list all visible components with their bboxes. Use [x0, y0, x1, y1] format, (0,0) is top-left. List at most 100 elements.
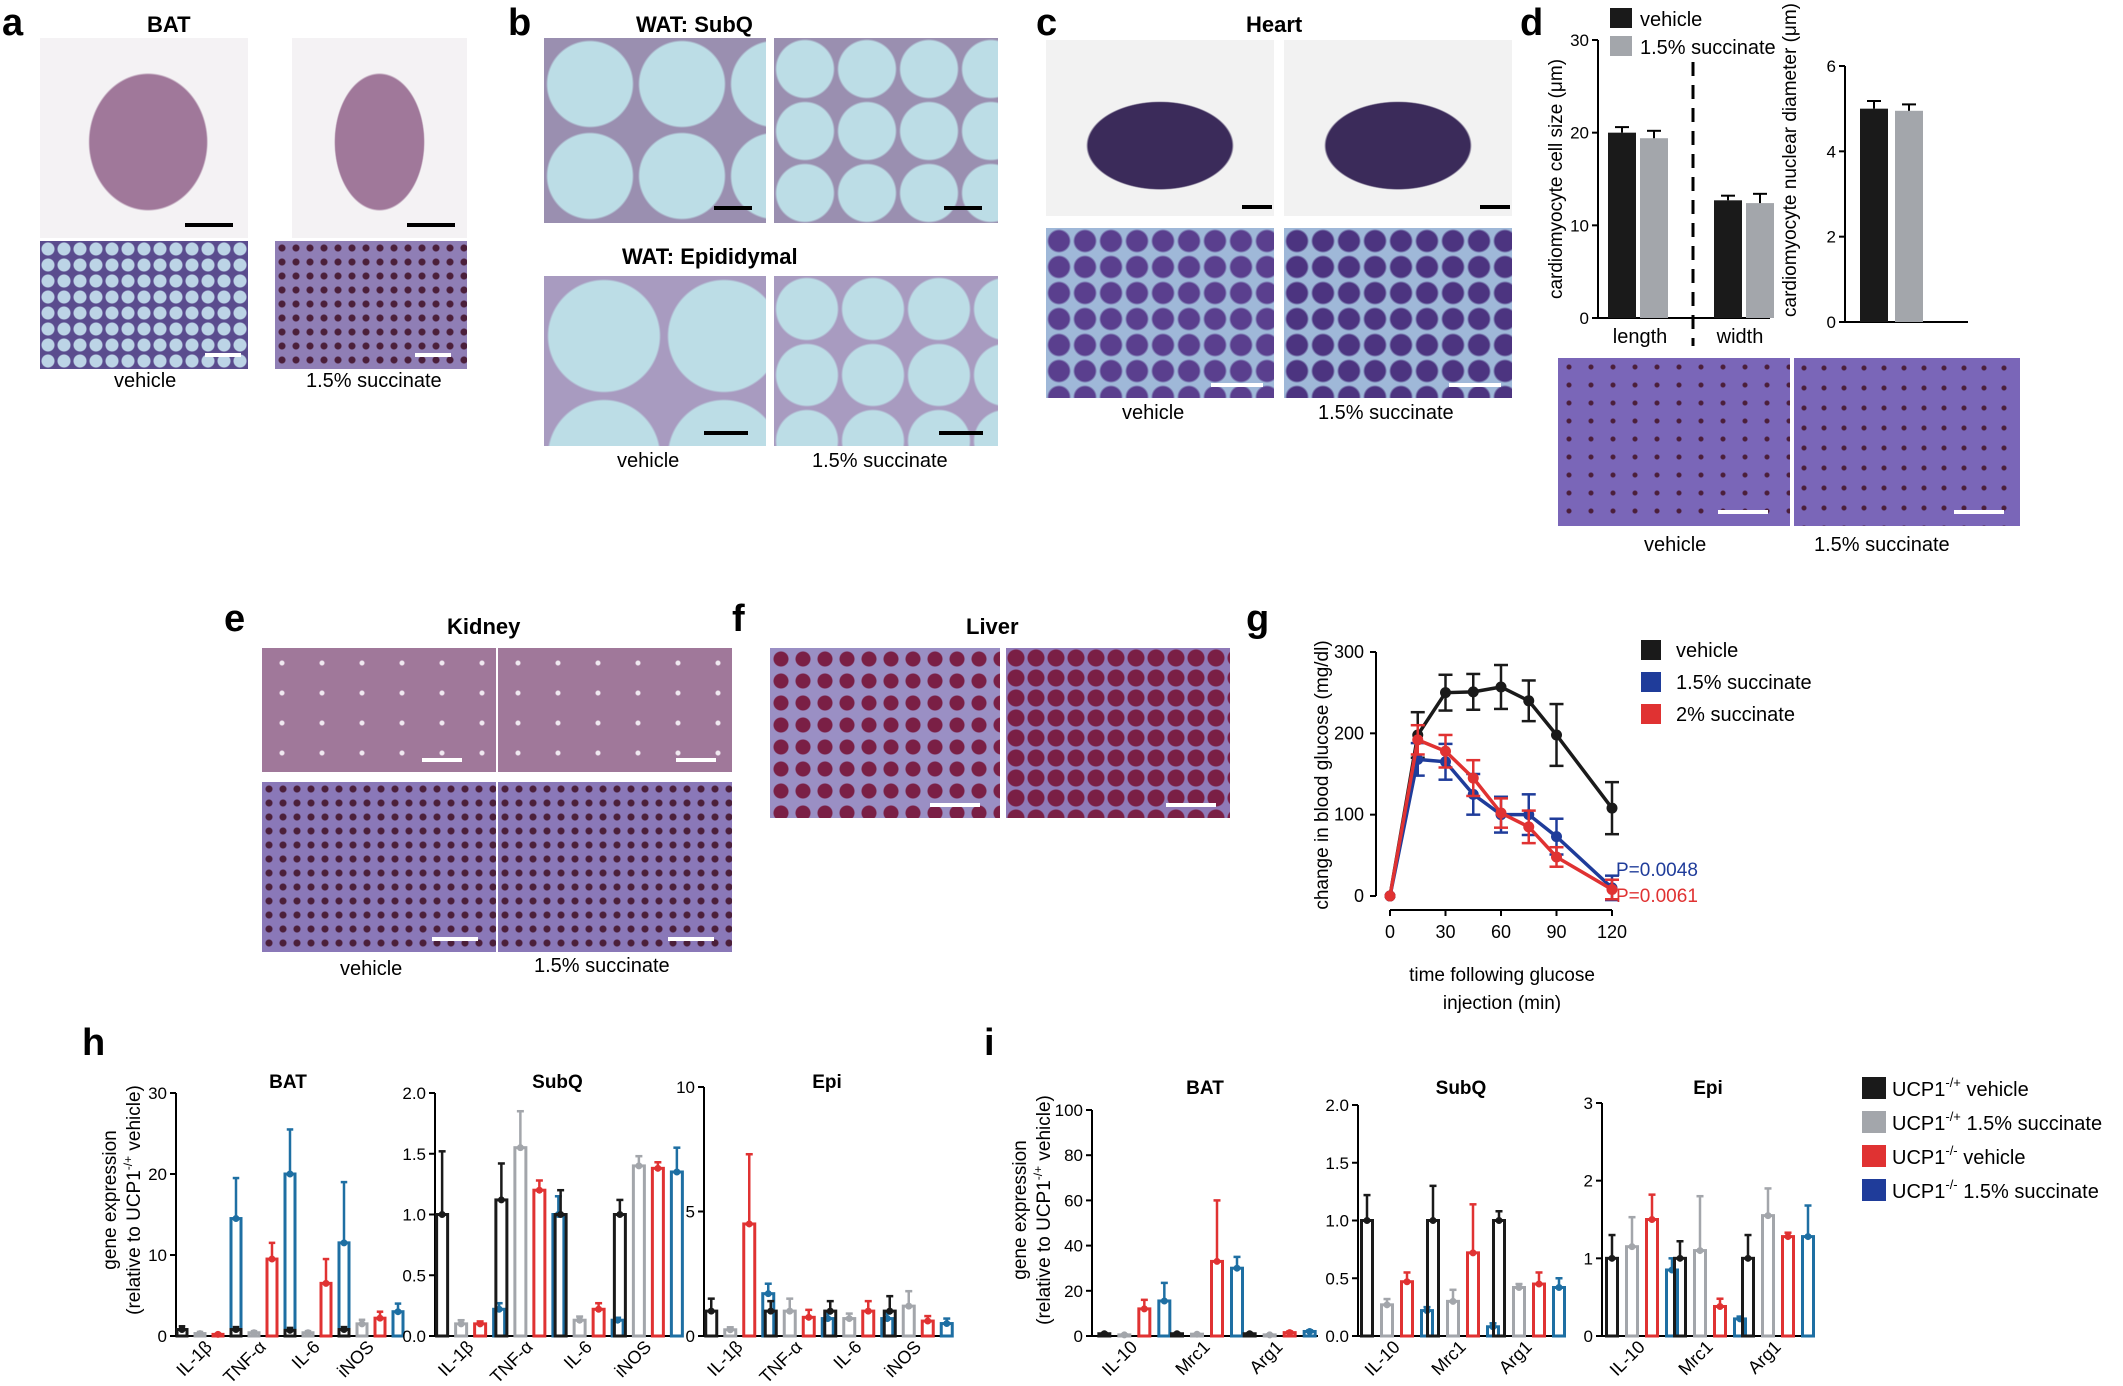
legend-g-text: 1.5% succinate [1676, 672, 1812, 694]
panel-letter-a: a [2, 2, 24, 44]
g-point [1523, 695, 1535, 707]
i-epi-title: Epi [1693, 1078, 1723, 1099]
scale-bar [1954, 510, 2004, 514]
legend-g-text: vehicle [1676, 640, 1738, 662]
panel-letter-i: i [984, 1022, 995, 1064]
h-subq-bar [513, 1146, 528, 1338]
d-size-y-tick-label: 30 [1570, 31, 1589, 50]
scale-bar [704, 431, 748, 435]
panel-letter-g: g [1246, 598, 1270, 640]
i-epi-x-tick-label: Arg1 [1744, 1337, 1785, 1378]
d-size-bar [1714, 200, 1742, 318]
legend-d-text: vehicle [1640, 9, 1702, 31]
h-subq-x-tick-label: IL-1β [434, 1337, 477, 1380]
d-nuc-bar [1895, 110, 1923, 322]
d-nuc-y-tick-label: 2 [1827, 228, 1836, 247]
i-subq-bar [1446, 1299, 1460, 1338]
g-point [1495, 681, 1507, 693]
kidney-vehicle-micro [262, 782, 496, 952]
bat-vehicle-whole [40, 38, 248, 238]
panel-letter-d: d [1520, 2, 1544, 44]
g-y-tick-label: 300 [1334, 642, 1364, 662]
d-size-x-tick-label: length [1613, 326, 1668, 348]
h-bat-x-tick-label: TNF-α [219, 1337, 269, 1386]
h-subq-bar [631, 1164, 646, 1338]
h-bat-x-tick-label: IL-6 [288, 1337, 324, 1373]
i-epi-bar [1761, 1214, 1775, 1338]
panel-e-label-succinate: 1.5% succinate [534, 955, 670, 977]
i-epi-y-tick-label: 2 [1584, 1172, 1593, 1191]
g-point [1412, 734, 1424, 746]
kidney-succinate-whole [498, 648, 732, 772]
g-point [1551, 729, 1562, 741]
h-subq-x-tick-label: IL-6 [560, 1337, 596, 1373]
g-x-tick-label: 30 [1435, 922, 1455, 942]
h-subq-title: SubQ [532, 1072, 583, 1093]
i-subq-bar [1532, 1282, 1546, 1338]
d-size-y-tick-label: 20 [1570, 124, 1589, 143]
h-subq-y-tick-label: 0.0 [402, 1327, 426, 1346]
i-subq-x-tick-label: Arg1 [1495, 1337, 1536, 1378]
legend-d-text: 1.5% succinate [1640, 37, 1776, 59]
d-nuc-y-axis-label: cardiomyocyte nuclear diameter (μm) [1780, 3, 1801, 317]
panel-c-label-vehicle: vehicle [1122, 402, 1185, 424]
h-epi-bar [742, 1222, 757, 1338]
g-y-tick-label: 100 [1334, 805, 1364, 825]
h-epi-x-tick-label: TNF-α [756, 1337, 806, 1386]
i-subq-y-tick-label: 2.0 [1325, 1096, 1349, 1115]
h-bat-bar [265, 1257, 279, 1338]
panel-d-label-succinate: 1.5% succinate [1814, 534, 1950, 556]
g-point [1495, 807, 1507, 819]
i-subq-y-tick-label: 0.5 [1325, 1269, 1349, 1288]
legend-d-swatch [1610, 8, 1632, 28]
i-epi-y-tick-label: 3 [1584, 1094, 1593, 1113]
legend-g-swatch [1641, 704, 1661, 724]
panel-letter-e: e [224, 598, 246, 640]
i-bat-y-tick-label: 100 [1055, 1101, 1083, 1120]
h-bat-title: BAT [269, 1072, 307, 1093]
h-subq-x-tick-label: iNOS [611, 1337, 656, 1382]
i-bat-bar [1137, 1307, 1152, 1338]
h-bat-y-tick-label: 20 [148, 1165, 167, 1184]
heart-succinate-whole [1284, 40, 1512, 216]
h-epi-bar [861, 1309, 876, 1338]
g-annotation-p1: P=0.0048 [1616, 860, 1698, 881]
i-epi-bar [1801, 1235, 1815, 1338]
panel-c-title: Heart [1246, 12, 1303, 37]
i-epi-x-tick-label: IL-10 [1606, 1337, 1649, 1380]
i-bat-bar [1157, 1299, 1172, 1338]
panel-a-title: BAT [147, 12, 191, 37]
i-subq-bar [1552, 1285, 1566, 1338]
panel-b-label-succinate: 1.5% succinate [812, 450, 948, 472]
panel-f-title: Liver [966, 614, 1019, 639]
heart-vehicle-whole [1046, 40, 1274, 216]
h-epi-bar [704, 1309, 719, 1338]
g-point [1551, 851, 1562, 863]
g-annotation-p2: P=0.0061 [1616, 886, 1698, 907]
heart-vehicle-micro [1046, 228, 1274, 398]
h-bat-y-tick-label: 0 [158, 1327, 167, 1346]
i-bat-y-tick-label: 60 [1064, 1191, 1083, 1210]
d-nuc-y-tick-label: 0 [1827, 313, 1836, 332]
h-bat-bar [337, 1241, 351, 1338]
d-size-bar [1608, 132, 1636, 318]
scale-bar [1166, 803, 1216, 807]
h-bat-x-tick-label: iNOS [333, 1337, 378, 1382]
liver-succinate-micro [1006, 648, 1230, 818]
h-subq-y-tick-label: 0.5 [402, 1266, 426, 1285]
g-point [1606, 883, 1618, 895]
i-bat-y-tick-label: 0 [1074, 1327, 1083, 1346]
g-point [1551, 831, 1562, 843]
i-bat-bar [1210, 1259, 1224, 1338]
i-bat-y-tick-label: 80 [1064, 1146, 1083, 1165]
legend-g-swatch [1641, 640, 1661, 660]
panel-e-label-vehicle: vehicle [340, 958, 403, 980]
scale-bar [407, 223, 455, 227]
i-epi-bar [1781, 1235, 1795, 1338]
panel-letter-c: c [1036, 2, 1058, 44]
h-subq-y-tick-label: 2.0 [402, 1084, 426, 1103]
scale-bar [930, 803, 980, 807]
wat-subq-succinate [774, 38, 998, 223]
g-point [1606, 802, 1618, 814]
d-size-x-tick-label: width [1716, 326, 1764, 348]
